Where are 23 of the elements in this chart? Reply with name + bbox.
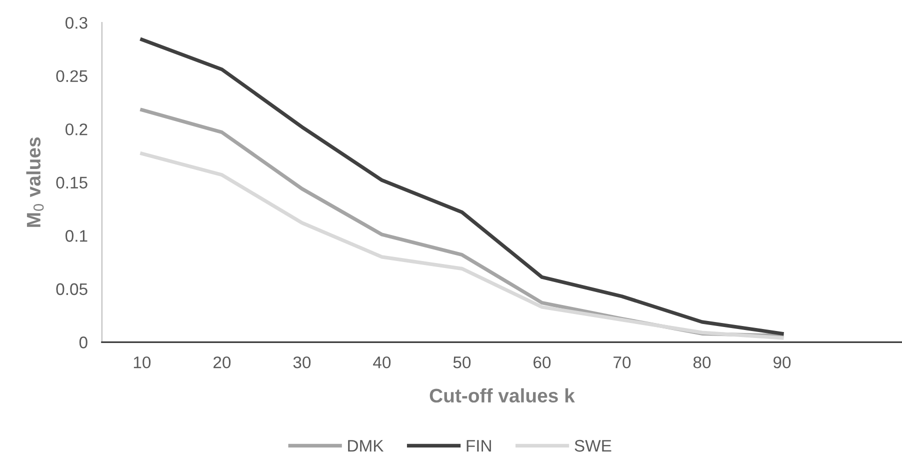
y-tick-label: 0.2 (66, 123, 88, 136)
legend-label: FIN (466, 440, 491, 452)
x-tick-label: 30 (293, 356, 311, 368)
line-series (140, 152, 784, 340)
line-series (140, 38, 784, 336)
y-tick-label: 0.15 (56, 176, 88, 189)
y-tick-label: 0.05 (56, 283, 88, 296)
x-tick-label: 40 (373, 356, 391, 368)
x-tick-label: 60 (534, 356, 551, 368)
y-axis-title: M$_{0}$ values (26, 137, 44, 227)
x-tick-label: 90 (774, 356, 791, 368)
x-tick-label: 50 (453, 356, 471, 368)
x-tick-label: 20 (214, 356, 231, 368)
legend-label: DMK (348, 440, 384, 452)
x-tick-label: 80 (693, 356, 711, 368)
x-axis-title: Cut-off values k (430, 388, 575, 403)
y-tick-label: 0.1 (66, 230, 88, 242)
y-tick-label: 0 (79, 336, 88, 348)
y-tick-label: 0.3 (66, 16, 88, 29)
legend-label: SWE (574, 440, 612, 452)
x-tick-label: 70 (614, 356, 631, 368)
y-tick-label: 0.25 (56, 70, 88, 82)
x-tick-label: 10 (134, 356, 151, 368)
